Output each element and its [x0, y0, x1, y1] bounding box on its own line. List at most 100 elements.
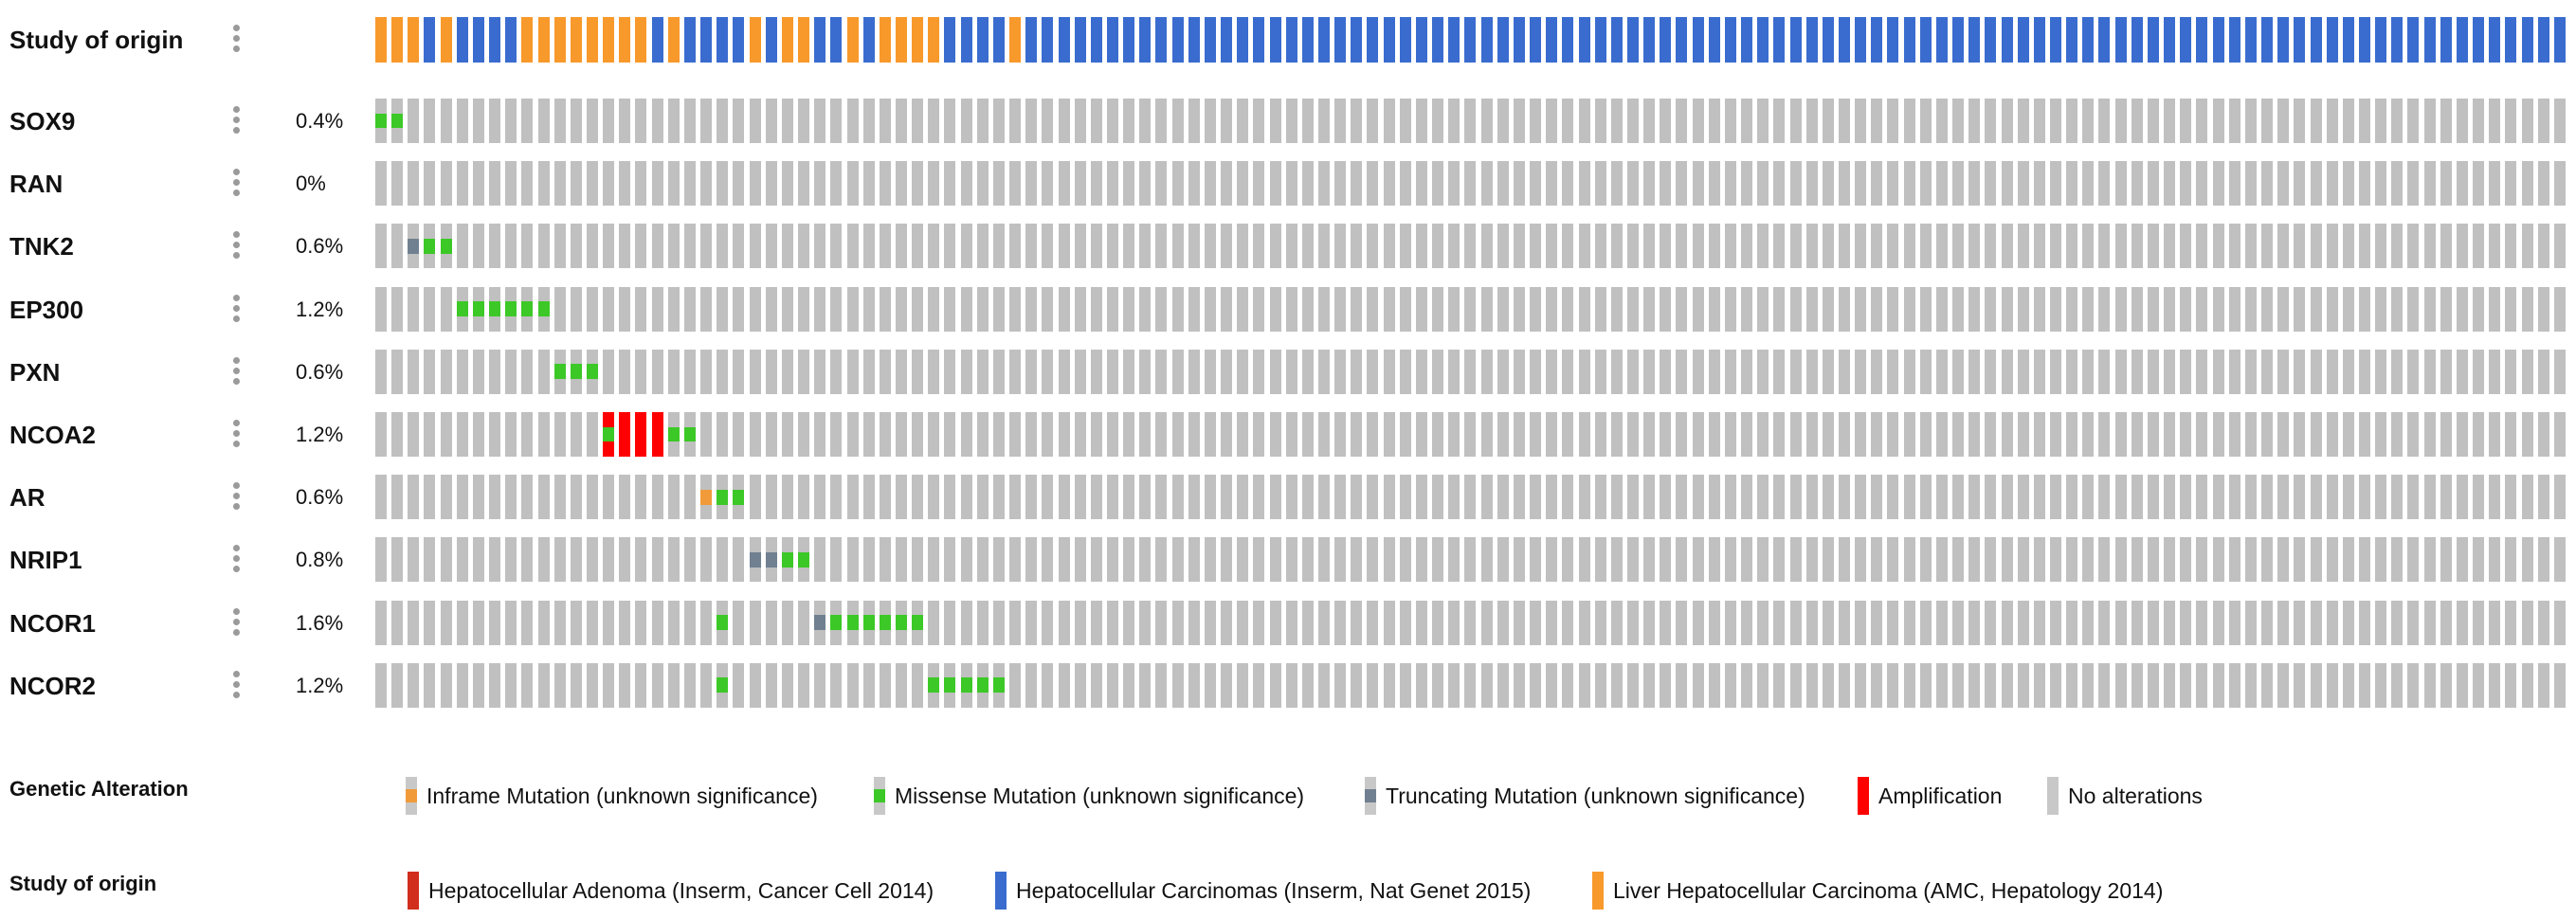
- oncoprint-cell: [2244, 475, 2257, 520]
- oncoprint-cell: [2358, 600, 2370, 645]
- oncoprint-cell: [2066, 349, 2078, 394]
- oncoprint-cell: [2228, 286, 2240, 332]
- oncoprint-cell: [472, 662, 484, 708]
- oncoprint-cell: [1090, 600, 1102, 645]
- oncoprint-cell: [1985, 475, 1997, 520]
- oncoprint-cell: [1513, 537, 1525, 583]
- oncoprint-cell: [2228, 537, 2240, 583]
- oncoprint-cell: [1123, 349, 1135, 394]
- study-cell-nat: [2131, 17, 2143, 63]
- oncoprint-cell: [700, 600, 713, 645]
- oncoprint-cell: [2180, 600, 2192, 645]
- oncoprint-cell: [2114, 537, 2127, 583]
- oncoprint-cell: [733, 662, 745, 708]
- oncoprint-cell: [749, 412, 761, 457]
- oncoprint-cell: [1237, 224, 1249, 269]
- oncoprint-cell: [440, 349, 452, 394]
- oncoprint-cell: [2407, 475, 2420, 520]
- oncoprint-cell: [830, 537, 843, 583]
- oncoprint-cell: [700, 349, 713, 394]
- oncoprint-cell: [2505, 349, 2517, 394]
- oncoprint-cell: [2244, 349, 2257, 394]
- oncoprint-cell: [424, 412, 436, 457]
- gene-menu-ar[interactable]: [233, 482, 241, 514]
- oncoprint-cell: [2017, 475, 2029, 520]
- oncoprint-cell: [1025, 412, 1038, 457]
- oncoprint-cell: [2098, 99, 2111, 143]
- study-of-origin-track: [375, 17, 2570, 63]
- oncoprint-cell: [1822, 161, 1834, 207]
- oncoprint-cell: [2164, 537, 2176, 583]
- gene-menu-ncor2[interactable]: [233, 670, 241, 702]
- oncoprint-cell: [862, 662, 875, 708]
- study-cell-amc: [521, 17, 534, 63]
- gene-menu-ep300[interactable]: [233, 294, 241, 326]
- study-cell-nat: [2505, 17, 2517, 63]
- oncoprint-cell: [505, 161, 517, 207]
- oncoprint-cell: [765, 600, 777, 645]
- study-cell-nat: [2456, 17, 2468, 63]
- oncoprint-cell: [2310, 99, 2322, 143]
- oncoprint-cell: [553, 224, 566, 269]
- oncoprint-cell: [1626, 475, 1639, 520]
- oncoprint-cell: [2473, 349, 2485, 394]
- study-cell-nat: [765, 17, 777, 63]
- oncoprint-cell: [1367, 662, 1379, 708]
- oncoprint-cell: [798, 662, 810, 708]
- oncoprint-cell: [2196, 99, 2208, 143]
- oncoprint-cell: [408, 662, 420, 708]
- oncoprint-cell: [537, 537, 550, 583]
- oncoprint-cell: [1334, 662, 1347, 708]
- oncoprint-cell: [2098, 600, 2111, 645]
- oncoprint-cell: [1171, 475, 1184, 520]
- study-cell-nat: [2277, 17, 2290, 63]
- oncoprint-cell: [1643, 161, 1656, 207]
- oncoprint-cell: [781, 412, 793, 457]
- gene-menu-ran[interactable]: [233, 169, 241, 200]
- oncoprint-cell: [717, 224, 729, 269]
- track-menu-study-of-origin[interactable]: [233, 25, 241, 56]
- oncoprint-cell: [1188, 662, 1200, 708]
- oncoprint-cell: [1171, 99, 1184, 143]
- oncoprint-cell: [651, 224, 663, 269]
- oncoprint-cell: [1513, 349, 1525, 394]
- gene-pct-pxn: 0.6%: [296, 359, 344, 384]
- oncoprint-cell: [895, 475, 907, 520]
- oncoprint-cell: [1805, 600, 1818, 645]
- gene-menu-tnk2[interactable]: [233, 231, 241, 262]
- oncoprint-cell: [2082, 537, 2095, 583]
- oncoprint-cell: [1042, 224, 1054, 269]
- oncoprint-cell: [603, 537, 615, 583]
- oncoprint-cell: [619, 224, 631, 269]
- oncoprint-cell: [537, 600, 550, 645]
- alteration-mark-missense: [879, 615, 891, 631]
- oncoprint-cell: [1025, 662, 1038, 708]
- oncoprint-cell: [960, 286, 972, 332]
- oncoprint-cell: [1919, 224, 1932, 269]
- oncoprint-cell: [1074, 224, 1086, 269]
- gene-menu-sox9[interactable]: [233, 106, 241, 137]
- oncoprint-cell: [2553, 600, 2566, 645]
- oncoprint-cell: [846, 99, 859, 143]
- oncoprint-cell: [2033, 286, 2045, 332]
- oncoprint-cell: [1221, 537, 1233, 583]
- oncoprint-cell: [1334, 349, 1347, 394]
- alteration-mark-missense: [570, 364, 582, 380]
- oncoprint-cell: [1480, 349, 1493, 394]
- gene-menu-pxn[interactable]: [233, 356, 241, 388]
- alteration-mark-missense: [976, 677, 989, 694]
- study-cell-nat: [1253, 17, 1265, 63]
- oncoprint-cell: [2423, 224, 2436, 269]
- oncoprint-cell: [2473, 537, 2485, 583]
- oncoprint-cell: [1090, 224, 1102, 269]
- gene-menu-nrip1[interactable]: [233, 545, 241, 576]
- oncoprint-cell: [440, 161, 452, 207]
- oncoprint-cell: [667, 161, 680, 207]
- oncoprint-cell: [879, 537, 891, 583]
- gene-menu-ncor1[interactable]: [233, 607, 241, 640]
- alteration-mark-missense: [717, 489, 729, 505]
- oncoprint-cell: [505, 537, 517, 583]
- oncoprint-cell-missense: [944, 662, 956, 708]
- oncoprint-cell: [1025, 99, 1038, 143]
- gene-menu-ncoa2[interactable]: [233, 420, 241, 451]
